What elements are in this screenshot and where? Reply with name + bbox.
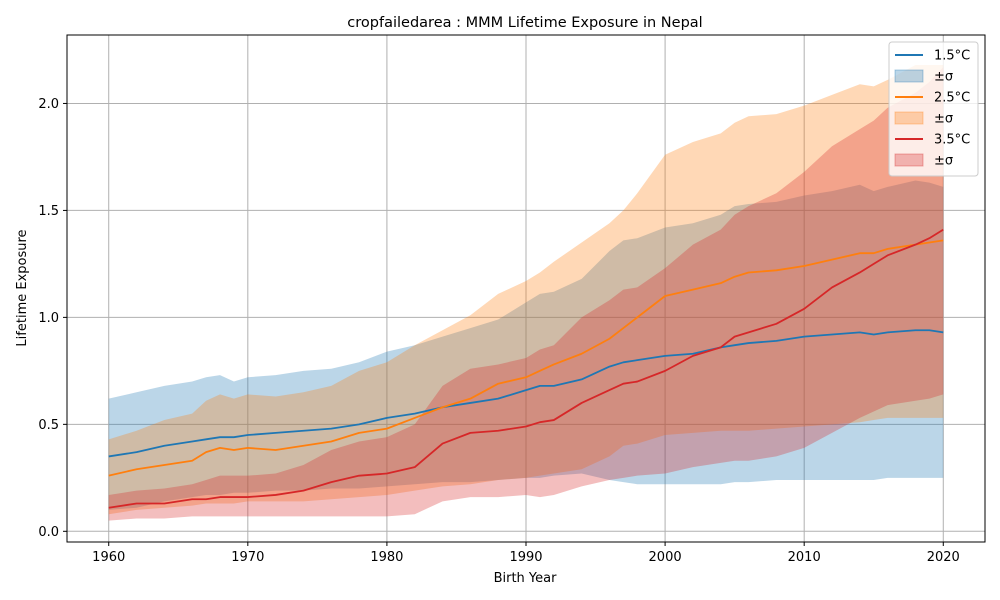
legend-band-swatch bbox=[894, 153, 924, 167]
y-tick-label: 1.5 bbox=[38, 204, 59, 219]
band-series-0 bbox=[108, 180, 944, 510]
y-tick-label: 0.5 bbox=[38, 418, 59, 433]
x-tick-label: 2000 bbox=[649, 550, 682, 565]
legend: 1.5°C ±σ 2.5°C ±σ 3.5°C ±σ bbox=[888, 41, 979, 177]
x-tick-label: 1960 bbox=[92, 550, 125, 565]
legend-band-label: ±σ bbox=[934, 112, 953, 127]
x-tick-label: 1990 bbox=[509, 550, 542, 565]
x-tick-label: 2010 bbox=[788, 550, 821, 565]
line-series-1 bbox=[108, 239, 944, 477]
uncertainty-bands bbox=[108, 64, 944, 521]
legend-label: 2.5°C bbox=[934, 91, 970, 106]
x-tick-label: 2020 bbox=[927, 550, 960, 565]
legend-box bbox=[888, 41, 979, 177]
legend-band-swatch bbox=[894, 69, 924, 83]
legend-band-swatch bbox=[894, 111, 924, 125]
y-tick-label: 1.0 bbox=[38, 311, 59, 326]
legend-label: 1.5°C bbox=[934, 49, 970, 64]
y-axis-label: Lifetime Exposure bbox=[15, 229, 30, 346]
legend-band-label: ±σ bbox=[934, 154, 953, 169]
x-axis-label: Birth Year bbox=[494, 571, 558, 586]
band-series-1 bbox=[108, 64, 944, 515]
line-series-2 bbox=[108, 228, 944, 509]
grid bbox=[67, 35, 985, 542]
series-lines bbox=[108, 228, 944, 509]
x-tick-label: 1970 bbox=[231, 550, 264, 565]
axis-ticks: 1960 1970 1980 1990 2000 2010 2020 0.0 0.5 1.0 1.5… bbox=[38, 97, 960, 565]
x-tick-label: 1980 bbox=[370, 550, 403, 565]
legend-label: 3.5°C bbox=[934, 133, 970, 148]
y-tick-label: 0.0 bbox=[38, 525, 59, 540]
line-series-0 bbox=[108, 329, 944, 458]
legend-band-label: ±σ bbox=[934, 70, 953, 85]
chart-title: cropfailedarea : MMM Lifetime Exposure i… bbox=[347, 15, 702, 31]
y-tick-label: 2.0 bbox=[38, 97, 59, 112]
band-series-2 bbox=[108, 67, 944, 521]
